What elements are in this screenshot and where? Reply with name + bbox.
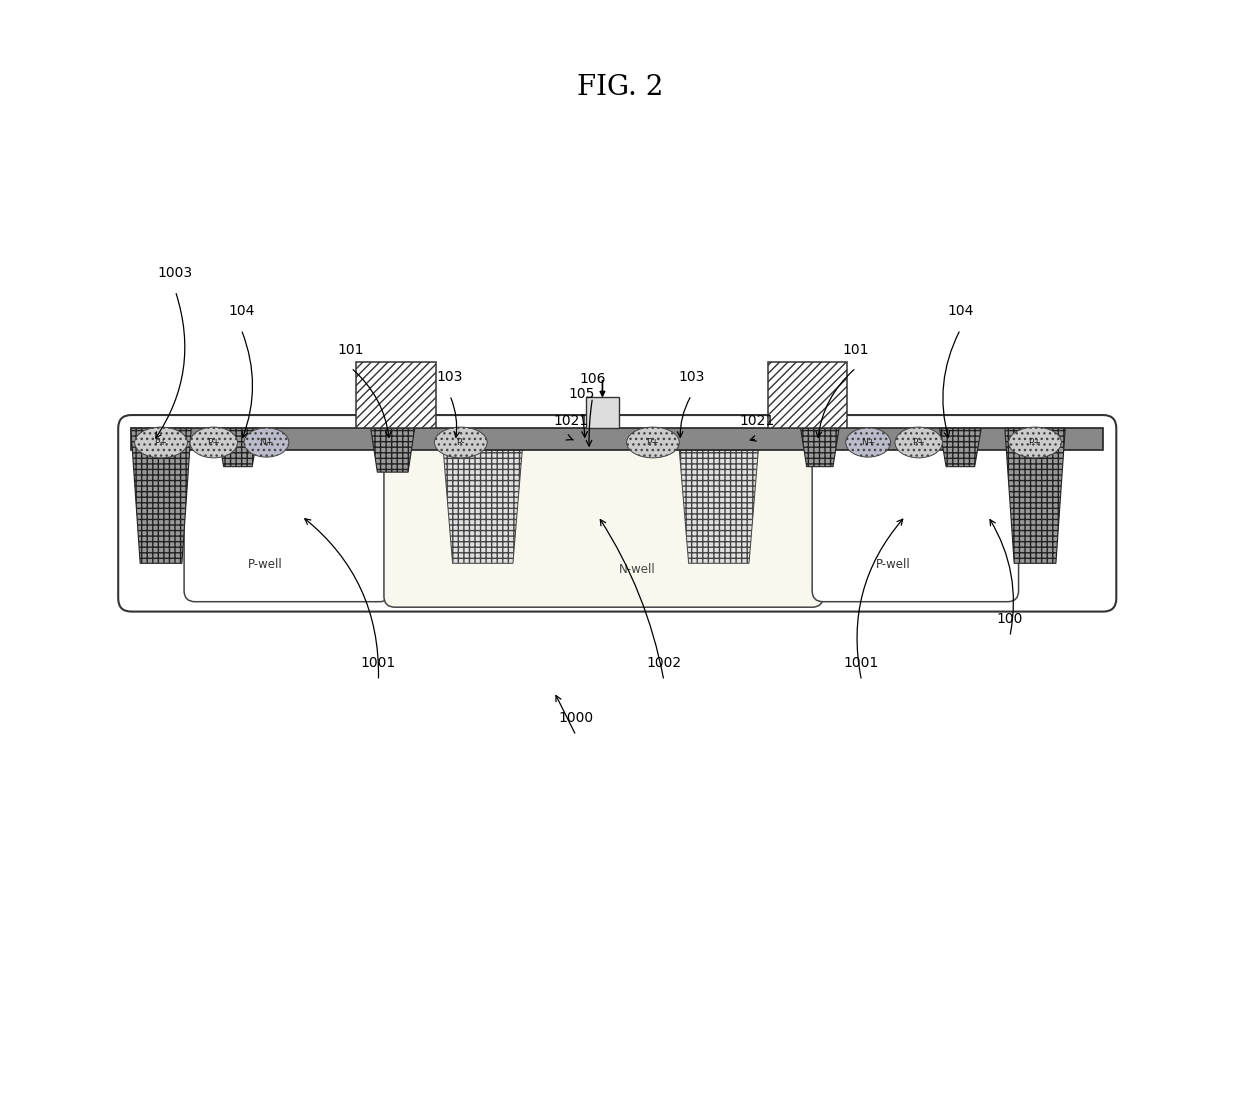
Ellipse shape [1008,427,1061,458]
Ellipse shape [190,427,237,458]
Ellipse shape [846,428,890,457]
Text: 1000: 1000 [558,710,594,725]
Text: P+: P+ [1029,438,1042,447]
Bar [131,428,1104,450]
Polygon shape [940,428,981,467]
Text: 1001: 1001 [361,656,396,670]
Text: P-: P- [456,438,465,447]
Polygon shape [371,428,414,472]
Bar [769,362,847,428]
Bar [356,362,435,428]
Text: 1001: 1001 [844,656,879,670]
Ellipse shape [895,427,942,458]
FancyBboxPatch shape [118,415,1116,612]
Polygon shape [443,450,522,563]
Text: 1003: 1003 [157,266,193,280]
Text: 100: 100 [997,612,1023,626]
Ellipse shape [135,427,187,458]
Bar [587,397,619,428]
Text: 1021: 1021 [739,414,775,428]
Text: 104: 104 [228,304,254,318]
Text: P+: P+ [646,438,660,447]
FancyBboxPatch shape [812,439,1018,602]
Polygon shape [131,428,191,563]
Text: 105: 105 [568,386,595,401]
Text: P+: P+ [207,438,221,447]
Text: 1002: 1002 [646,656,682,670]
Ellipse shape [244,428,289,457]
Text: P-well: P-well [248,558,283,571]
Polygon shape [801,428,839,467]
Text: FIG. 2: FIG. 2 [577,75,663,101]
Text: 103: 103 [436,370,463,384]
Text: N-well: N-well [619,563,655,576]
Text: P+: P+ [913,438,925,447]
Text: 103: 103 [678,370,704,384]
Ellipse shape [434,427,487,458]
FancyBboxPatch shape [384,439,823,607]
Bar [131,428,1104,450]
Text: N+: N+ [259,438,274,447]
Text: N+: N+ [861,438,875,447]
FancyBboxPatch shape [184,439,391,602]
Text: 1021: 1021 [553,414,588,428]
Text: 101: 101 [843,343,869,357]
Text: 101: 101 [337,343,365,357]
Polygon shape [680,450,759,563]
Text: 106: 106 [579,372,606,386]
Text: P-well: P-well [875,558,910,571]
Polygon shape [217,428,259,467]
Polygon shape [1004,428,1065,563]
Text: P+: P+ [155,438,167,447]
Text: 104: 104 [947,304,973,318]
Ellipse shape [626,427,680,458]
